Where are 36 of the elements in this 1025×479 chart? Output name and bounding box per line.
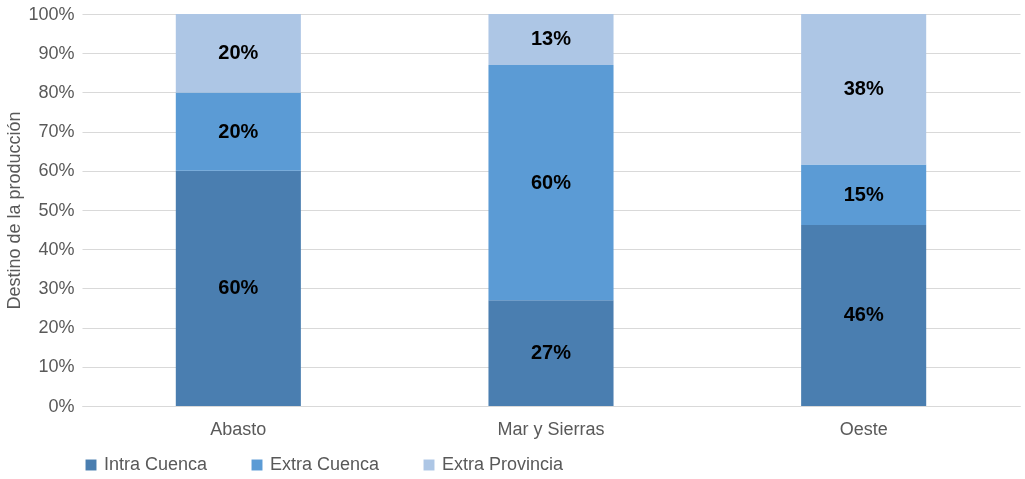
bar — [488, 14, 614, 65]
y-tick-label: 40% — [38, 238, 75, 259]
bar — [175, 170, 301, 406]
data-label: 46% — [843, 303, 884, 326]
data-label: 20% — [218, 41, 259, 64]
y-axis-title: Destino de la producción — [4, 111, 25, 310]
x-tick-label: Oeste — [839, 418, 888, 439]
legend-label: Intra Cuenca — [104, 454, 209, 474]
data-label: 27% — [530, 341, 572, 364]
bar — [801, 14, 927, 165]
y-tick-label: 30% — [38, 277, 75, 298]
x-tick-label: Mar y Sierras — [497, 418, 605, 439]
data-label: 60% — [218, 276, 259, 299]
y-tick-label: 50% — [38, 199, 75, 220]
bar — [488, 300, 614, 406]
x-tick-label: Abasto — [210, 418, 267, 439]
bar — [488, 64, 614, 301]
bar — [801, 164, 927, 225]
y-tick-label: 20% — [38, 317, 75, 338]
y-tick-label: 80% — [38, 81, 75, 102]
y-tick-label: 70% — [38, 121, 75, 142]
legend-label: Extra Provincia — [442, 454, 565, 474]
bar — [175, 14, 301, 93]
legend-label: Extra Cuenca — [270, 454, 381, 474]
y-tick-label: 100% — [28, 3, 75, 24]
y-tick-label: 10% — [38, 356, 75, 377]
bar — [175, 92, 301, 171]
data-label: 15% — [843, 182, 884, 205]
data-label: 13% — [530, 27, 572, 50]
data-label: 38% — [843, 77, 884, 100]
data-label: 60% — [530, 170, 572, 193]
data-label: 20% — [218, 119, 259, 142]
y-tick-label: 0% — [48, 395, 75, 416]
bar — [801, 224, 927, 406]
y-tick-label: 90% — [38, 42, 75, 63]
y-tick-label: 60% — [38, 160, 75, 181]
